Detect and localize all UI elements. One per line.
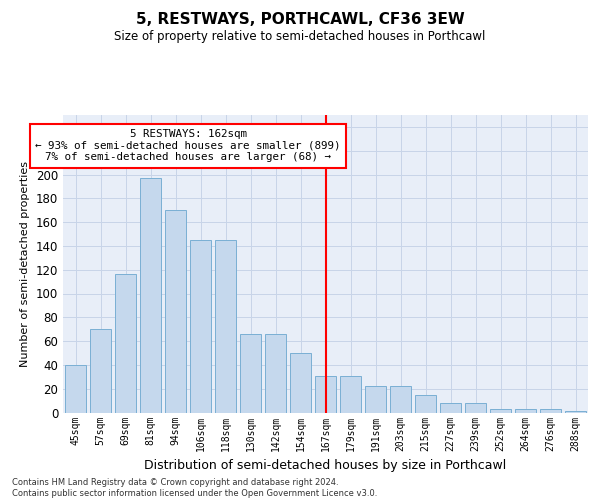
Bar (515, 409, 536, 412)
Text: 5 RESTWAYS: 162sqm
← 93% of semi-detached houses are smaller (899)
7% of semi-de: 5 RESTWAYS: 162sqm ← 93% of semi-detache… (35, 130, 341, 162)
Bar (340, 376, 361, 412)
Bar (265, 334, 286, 412)
Bar (290, 353, 311, 412)
Bar (65, 365, 86, 412)
Bar (490, 409, 511, 412)
Bar (115, 274, 136, 412)
Bar (365, 386, 386, 412)
Bar (190, 240, 211, 412)
Y-axis label: Number of semi-detached properties: Number of semi-detached properties (20, 161, 30, 367)
Bar (215, 240, 236, 412)
Bar (390, 386, 411, 412)
Text: Size of property relative to semi-detached houses in Porthcawl: Size of property relative to semi-detach… (115, 30, 485, 43)
Bar (240, 334, 261, 412)
Text: 5, RESTWAYS, PORTHCAWL, CF36 3EW: 5, RESTWAYS, PORTHCAWL, CF36 3EW (136, 12, 464, 28)
Bar (90, 329, 111, 412)
Bar (440, 403, 461, 412)
Text: Contains HM Land Registry data © Crown copyright and database right 2024.
Contai: Contains HM Land Registry data © Crown c… (12, 478, 377, 498)
Bar (140, 178, 161, 412)
X-axis label: Distribution of semi-detached houses by size in Porthcawl: Distribution of semi-detached houses by … (145, 459, 506, 472)
Bar (415, 394, 436, 412)
Bar (165, 210, 186, 412)
Bar (465, 403, 486, 412)
Bar (315, 376, 336, 412)
Bar (540, 409, 561, 412)
